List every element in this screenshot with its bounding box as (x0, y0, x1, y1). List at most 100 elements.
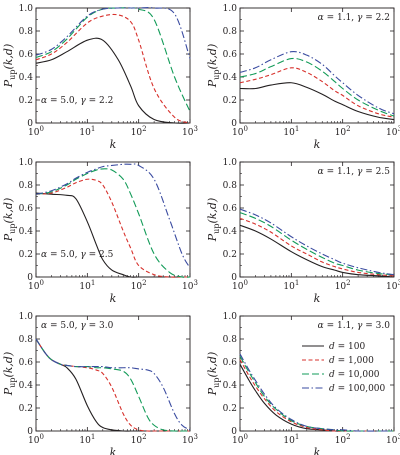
y-tick-label: 0.8 (19, 27, 34, 37)
y-axis-label: Pup(k,d) (2, 198, 17, 242)
series-line-4 (35, 163, 191, 269)
chart-panel-4: 0 0.2 0.4 0.6 0.8 1.0 100 101 102 103 k Pup(k,d) α =… (206, 158, 400, 305)
y-tick-label: 1.0 (223, 158, 238, 168)
legend-label-4: d = 100,000 (329, 384, 386, 394)
x-tick-label: 101 (79, 433, 95, 446)
series-line-1 (35, 37, 191, 124)
y-tick-label: 0.4 (223, 73, 238, 83)
series-line-4 (239, 353, 394, 432)
chart-panel-5: 0 0.2 0.4 0.6 0.8 1.0 100 101 102 103 k Pup(k,d) α =… (2, 312, 198, 455)
y-tick-label: 0 (27, 273, 33, 283)
y-tick-label: 0 (231, 273, 237, 283)
y-axis-label: Pup(k,d) (2, 44, 17, 88)
y-tick-label: 0.4 (19, 73, 34, 83)
x-tick-label: 102 (131, 125, 147, 138)
series-line-3 (35, 7, 191, 112)
y-tick-label: 0.2 (19, 250, 33, 260)
x-tick-label: 103 (386, 279, 400, 292)
series-line-1 (239, 82, 395, 121)
y-axis-label: Pup(k,d) (206, 352, 221, 396)
annotation-label: α = 5.0, γ = 2.5 (41, 250, 114, 260)
y-tick-label: 0.4 (223, 381, 238, 391)
series-line-4 (239, 208, 395, 276)
series-line-2 (239, 67, 395, 118)
x-tick-label: 103 (182, 279, 198, 292)
y-tick-label: 1.0 (19, 312, 34, 322)
y-tick-label: 0.4 (223, 227, 238, 237)
y-tick-label: 0.2 (223, 404, 237, 414)
x-tick-label: 101 (283, 279, 299, 292)
y-tick-label: 1.0 (19, 158, 34, 168)
y-tick-label: 1.0 (223, 4, 238, 14)
y-tick-label: 0.6 (223, 358, 238, 368)
y-tick-label: 0.4 (19, 381, 34, 391)
annotation-label: α = 1.1, γ = 3.0 (318, 321, 391, 331)
x-tick-label: 102 (335, 433, 351, 446)
x-tick-label: 102 (335, 125, 351, 138)
annotation-label: α = 5.0, γ = 3.0 (41, 321, 114, 331)
chart-panel-3: 0 0.2 0.4 0.6 0.8 1.0 100 101 102 103 k Pup(k,d) α =… (2, 158, 198, 305)
annotation-label: α = 5.0, γ = 2.2 (41, 96, 113, 106)
series-line-3 (35, 338, 190, 432)
y-tick-label: 1.0 (223, 312, 238, 322)
y-axis-label: Pup(k,d) (206, 44, 221, 88)
series-line-2 (35, 13, 191, 124)
y-tick-label: 0.2 (223, 250, 237, 260)
x-tick-label: 100 (28, 279, 44, 292)
y-tick-label: 0.2 (19, 404, 33, 414)
y-tick-label: 0.8 (19, 181, 34, 191)
y-tick-label: 0.6 (19, 50, 34, 60)
y-tick-label: 0.8 (223, 335, 238, 345)
x-tick-label: 102 (131, 433, 147, 446)
x-tick-label: 100 (232, 125, 248, 138)
y-tick-label: 0.6 (223, 204, 238, 214)
series-line-4 (35, 338, 191, 431)
x-tick-label: 102 (131, 279, 147, 292)
x-tick-label: 101 (283, 125, 299, 138)
annotation-label: α = 1.1, γ = 2.5 (318, 167, 391, 177)
plot-frame (35, 315, 191, 432)
x-tick-label: 103 (182, 433, 198, 446)
series-line-3 (239, 212, 395, 276)
x-axis-label: k (110, 446, 117, 455)
series-line-1 (35, 338, 190, 432)
y-tick-label: 0.6 (19, 204, 34, 214)
annotation-label: α = 1.1, γ = 2.2 (318, 13, 390, 23)
chart-panel-6: 0 0.2 0.4 0.6 0.8 1.0 100 101 102 103 k Pup(k,d) α =… (206, 312, 400, 455)
y-tick-label: 0 (27, 427, 33, 437)
y-tick-label: 0.6 (223, 50, 238, 60)
series-line-3 (35, 168, 191, 278)
x-tick-label: 100 (28, 125, 44, 138)
y-tick-label: 0.8 (223, 181, 238, 191)
legend-label-2: d = 1,000 (329, 356, 374, 366)
x-axis-label: k (314, 446, 321, 455)
y-tick-label: 0.2 (19, 96, 33, 106)
y-tick-label: 0.6 (19, 358, 34, 368)
x-tick-label: 103 (386, 433, 400, 446)
x-tick-label: 103 (386, 125, 400, 138)
y-tick-label: 0.2 (223, 96, 237, 106)
y-tick-label: 0.8 (19, 335, 34, 345)
series-line-4 (239, 50, 395, 115)
x-tick-label: 101 (283, 433, 299, 446)
series-line-3 (239, 57, 395, 117)
x-axis-label: k (110, 292, 117, 305)
x-tick-label: 102 (335, 279, 351, 292)
x-tick-label: 100 (28, 433, 44, 446)
series-line-2 (35, 178, 190, 278)
series-line-2 (239, 217, 395, 277)
x-axis-label: k (314, 138, 321, 151)
plot-frame (239, 7, 395, 124)
y-tick-label: 0.4 (19, 227, 34, 237)
y-tick-label: 1.0 (19, 4, 34, 14)
series-line-4 (35, 7, 191, 59)
legend-label-1: d = 100 (329, 342, 365, 352)
series-line-1 (239, 224, 395, 278)
x-tick-label: 100 (232, 279, 248, 292)
x-tick-label: 103 (182, 125, 198, 138)
x-tick-label: 101 (79, 279, 95, 292)
y-tick-label: 0.8 (223, 27, 238, 37)
y-tick-label: 0 (231, 427, 237, 437)
chart-panel-2: 0 0.2 0.4 0.6 0.8 1.0 100 101 102 103 k Pup(k,d) α =… (206, 4, 400, 151)
series-line-2 (35, 338, 190, 432)
